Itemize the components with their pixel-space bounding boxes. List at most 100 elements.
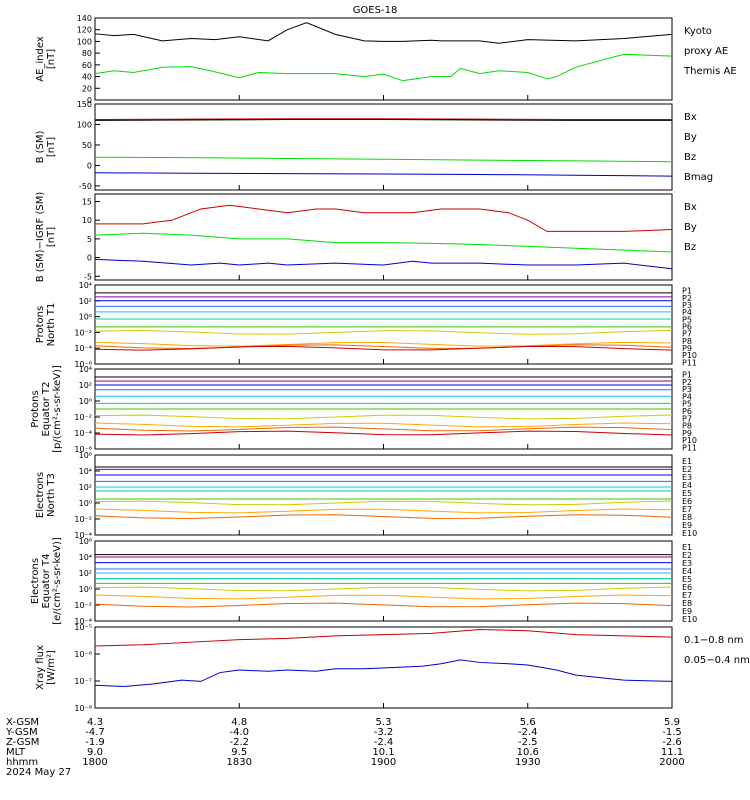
legend-item: P11 [682, 358, 697, 367]
y-tick-label: 0 [87, 161, 92, 170]
channel-line [94, 602, 673, 608]
legend-item: E7 [682, 591, 692, 600]
y-tick-label: 10⁻⁴ [74, 617, 92, 626]
legend-item: P11 [682, 443, 697, 452]
legend-item: E6 [682, 497, 692, 506]
channel-line [94, 422, 673, 428]
y-tick-label: 10⁴ [79, 365, 92, 374]
legend-item: E10 [682, 529, 697, 538]
x-tick-label: 5.3 [376, 717, 392, 728]
legend-item: E1 [682, 457, 692, 466]
legend-item: proxy AE [684, 46, 728, 57]
x-tick-label: -2.4 [374, 737, 394, 748]
y-tick-label: 100 [77, 37, 92, 46]
legend-item: P4 [682, 392, 692, 401]
series-line [95, 204, 673, 232]
y-axis-label: [nT] [46, 227, 57, 247]
channel-line [94, 345, 673, 351]
legend-item: E2 [682, 465, 692, 474]
legend-item: P9 [682, 344, 692, 353]
y-tick-label: 10⁶ [79, 451, 92, 460]
y-tick-label: 10⁴ [79, 467, 92, 476]
y-tick-label: -5 [84, 272, 92, 281]
series-line [94, 156, 673, 163]
series-line [94, 53, 673, 82]
y-tick-label: 40 [82, 73, 92, 82]
legend-item: E3 [682, 559, 692, 568]
y-tick-label: 120 [77, 26, 92, 35]
plot-title: GOES-18 [353, 5, 398, 16]
legend-item: Bx [684, 202, 697, 213]
legend-item: P2 [682, 294, 692, 303]
channel-line [94, 500, 673, 506]
panel-frame [94, 103, 673, 191]
channel-line [94, 586, 673, 592]
y-tick-label: 10⁻⁵ [74, 623, 92, 632]
x-tick-label: 10.1 [372, 747, 394, 758]
x-tick-label: 4.8 [231, 717, 247, 728]
x-tick-label: -3.2 [374, 727, 394, 738]
legend-item: By [684, 222, 697, 233]
y-tick-label: 10⁻² [74, 515, 92, 524]
y-tick-label: 10⁻² [74, 601, 92, 610]
channel-line [94, 341, 673, 347]
x-tick-label: -2.4 [518, 727, 538, 738]
y-axis-label: [nT] [46, 137, 57, 157]
series-line [94, 659, 673, 687]
x-tick-label: 2000 [659, 757, 684, 768]
legend-item: E9 [682, 607, 692, 616]
legend-item: E3 [682, 473, 692, 482]
series-line [94, 172, 673, 177]
y-tick-label: 100 [77, 120, 92, 129]
x-tick-label: 10.6 [517, 747, 539, 758]
legend-item: P4 [682, 308, 692, 317]
legend-item: E4 [682, 567, 692, 576]
legend-item: By [684, 132, 697, 143]
x-tick-label: -1.5 [662, 727, 682, 738]
legend-item: Bz [684, 152, 696, 163]
y-axis-label: Electrons [30, 558, 41, 604]
y-tick-label: 10⁻² [74, 413, 92, 422]
y-axis-label: Equator T2 [41, 382, 52, 437]
y-tick-label: 10⁶ [79, 537, 92, 546]
legend-item: Bz [684, 242, 696, 253]
series-line [94, 232, 673, 253]
channel-line [94, 514, 673, 520]
y-tick-label: 10² [79, 381, 92, 390]
panel-frame [94, 193, 673, 281]
date-label: 2024 May 27 [6, 767, 71, 778]
y-tick-label: 10⁻⁴ [74, 429, 92, 438]
x-tick-label: 5.6 [520, 717, 536, 728]
y-tick-label: 10⁻⁶ [74, 650, 92, 659]
legend-item: P2 [682, 378, 692, 387]
channel-line [94, 414, 673, 420]
legend-item: P6 [682, 407, 692, 416]
series-line [94, 258, 673, 270]
legend-item: P3 [682, 385, 692, 394]
y-axis-label: B (SM) [35, 130, 46, 163]
legend-item: P8 [682, 422, 692, 431]
y-tick-label: 140 [77, 14, 92, 23]
legend-item: 0.05−0.4 nm [684, 655, 750, 666]
y-tick-label: 10⁻² [74, 328, 92, 337]
y-axis-label: B (SM)−IGRF (SM) [35, 192, 46, 283]
x-row-label: hhmm [6, 757, 38, 768]
panel-frame [94, 540, 673, 622]
y-tick-label: 150 [77, 100, 92, 109]
y-tick-label: 10⁴ [79, 281, 92, 290]
legend-item: E8 [682, 513, 692, 522]
y-tick-label: 10⁰ [79, 397, 92, 406]
legend-item: E1 [682, 543, 692, 552]
y-tick-label: 10⁰ [79, 585, 92, 594]
x-tick-label: 1930 [515, 757, 540, 768]
y-tick-label: 0 [87, 96, 92, 105]
x-row-label: Z-GSM [6, 737, 39, 748]
y-tick-label: 10 [82, 216, 92, 225]
y-tick-label: 15 [82, 197, 92, 206]
y-axis-label: Protons [30, 390, 41, 427]
legend-item: P3 [682, 301, 692, 310]
series-line [94, 119, 672, 121]
legend-item: P7 [682, 414, 692, 423]
legend-item: E7 [682, 505, 692, 514]
